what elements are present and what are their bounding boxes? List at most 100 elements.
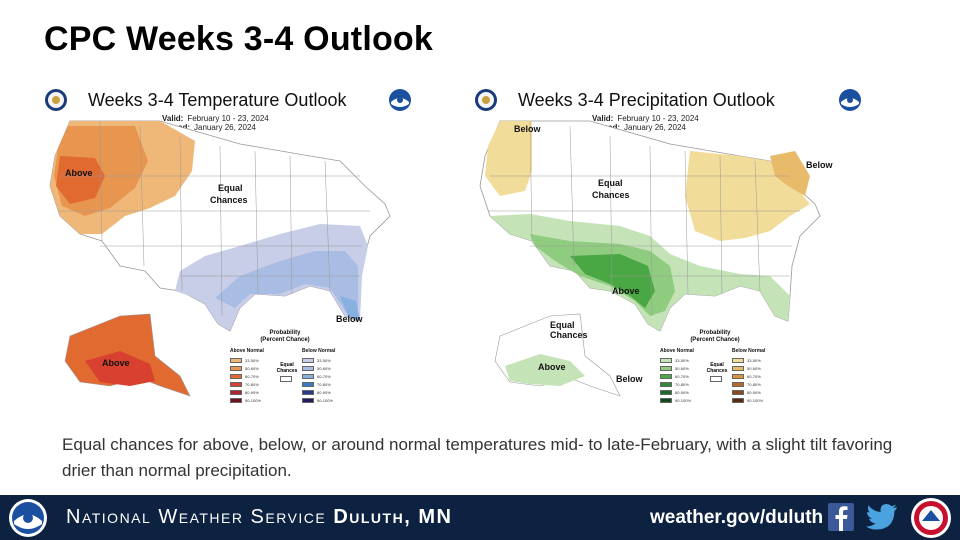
legend-swatch [732,373,744,379]
precip-label-ak-below: Below [616,374,644,384]
legend-row: 80-90% [732,388,763,396]
precip-legend-below-head: Below Normal [732,348,766,354]
temp-label-equal-2: Chances [210,195,248,205]
legend-row: 70-80% [302,380,333,388]
legend-row: 33-50% [660,356,691,364]
legend-swatch [660,389,672,395]
temperature-map-title: Weeks 3-4 Temperature Outlook [88,90,347,110]
legend-row: 33-50% [230,356,261,364]
temp-legend-equal: Equal Chances [276,362,298,374]
temp-legend-below-head: Below Normal [302,348,336,354]
temperature-outlook-map: Weeks 3-4 Temperature Outlook Valid: Febr… [40,86,472,408]
legend-range-label: 70-80% [317,381,331,387]
legend-row: 70-80% [660,380,691,388]
legend-swatch [230,357,242,363]
temp-legend-above-col: 33-50% 50-60% 60-70% 70-80% 80-90% 90-100% [230,356,261,404]
nws-badge-icon[interactable] [910,497,952,539]
precip-label-above: Above [612,286,640,296]
legend-swatch [302,373,314,379]
legend-row: 50-60% [732,364,763,372]
precip-label-below-nw: Below [514,124,542,134]
precip-below-nw [485,121,532,196]
temp-label-above: Above [65,168,93,178]
legend-range-label: 50-60% [675,365,689,371]
precip-legend-equal-swatch [710,376,722,382]
precip-label-below-ne: Below [806,160,834,170]
legend-swatch [230,397,242,403]
precip-label-equal-1: Equal [598,178,623,188]
legend-row: 50-60% [302,364,333,372]
precip-label-ak-equal-1: Equal [550,320,575,330]
legend-range-label: 70-80% [747,381,761,387]
noaa-logo-icon [839,89,861,111]
legend-range-label: 90-100% [747,397,764,403]
precip-legend-above-col: 33-50% 50-60% 60-70% 70-80% 80-90% 90-100% [660,356,691,404]
legend-range-label: 60-70% [317,373,331,379]
legend-row: 90-100% [660,396,691,404]
legend-swatch [660,381,672,387]
state-lines [488,120,800,317]
twitter-icon[interactable] [866,503,898,531]
precipitation-legend: Probability (Percent Chance) Above Normal… [660,330,770,410]
doc-seal-icon [475,89,497,111]
temp-above-strong [56,156,105,204]
precipitation-map-graphic: Below Equal Chances Below Above Equal Ch… [479,120,834,397]
doc-seal-icon [45,89,67,111]
legend-row: 60-70% [230,372,261,380]
legend-row: 33-50% [302,356,333,364]
legend-row: 80-90% [302,388,333,396]
legend-swatch [230,381,242,387]
legend-row: 60-70% [302,372,333,380]
caption-text: Equal chances for above, below, or aroun… [62,435,893,480]
legend-range-label: 50-60% [317,365,331,371]
legend-swatch [302,397,314,403]
footer-url-link[interactable]: weather.gov/duluth [650,507,824,528]
facebook-icon[interactable] [828,502,854,532]
legend-range-label: 80-90% [245,389,259,395]
legend-row: 90-100% [230,396,261,404]
precip-legend-title: Probability (Percent Chance) [690,330,740,343]
legend-row: 80-90% [660,388,691,396]
legend-swatch [660,373,672,379]
slide-title: CPC Weeks 3-4 Outlook [44,20,434,58]
precip-label-ak-equal-2: Chances [550,330,588,340]
legend-swatch [230,365,242,371]
precip-above-strong [570,254,655,308]
legend-row: 60-70% [660,372,691,380]
legend-row: 90-100% [302,396,333,404]
legend-range-label: 50-60% [747,365,761,371]
legend-range-label: 50-60% [245,365,259,371]
temp-legend-above-head: Above Normal [230,348,264,354]
precip-below-ne-medium [770,151,810,196]
temperature-valid: Valid: February 10 - 23, 2024 [162,114,269,123]
legend-swatch [732,381,744,387]
legend-row: 80-90% [230,388,261,396]
legend-range-label: 90-100% [317,397,334,403]
precip-legend-above-head: Above Normal [660,348,694,354]
legend-row: 60-70% [732,372,763,380]
legend-swatch [230,389,242,395]
noaa-logo-icon[interactable] [8,498,48,538]
temperature-legend: Probability (Percent Chance) Above Normal… [230,330,340,410]
legend-swatch [732,397,744,403]
legend-range-label: 70-80% [675,381,689,387]
legend-swatch [302,389,314,395]
legend-range-label: 33-50% [675,357,689,363]
temp-legend-below-col: 33-50% 50-60% 60-70% 70-80% 80-90% 90-100% [302,356,333,404]
temp-label-alaska-above: Above [102,358,130,368]
temp-legend-title: Probability (Percent Chance) [260,330,310,343]
legend-range-label: 80-90% [317,389,331,395]
precip-label-ak-above: Above [538,362,566,372]
legend-row: 70-80% [732,380,763,388]
footer-bar: National Weather Service Duluth, MN weat… [0,495,960,540]
legend-row: 50-60% [660,364,691,372]
precipitation-outlook-map: Weeks 3-4 Precipitation Outlook Valid: Fe… [470,86,902,408]
legend-swatch [230,373,242,379]
legend-range-label: 60-70% [747,373,761,379]
temp-below-medium [215,251,358,316]
legend-swatch [732,389,744,395]
legend-range-label: 60-70% [245,373,259,379]
legend-swatch [732,357,744,363]
legend-swatch [660,357,672,363]
